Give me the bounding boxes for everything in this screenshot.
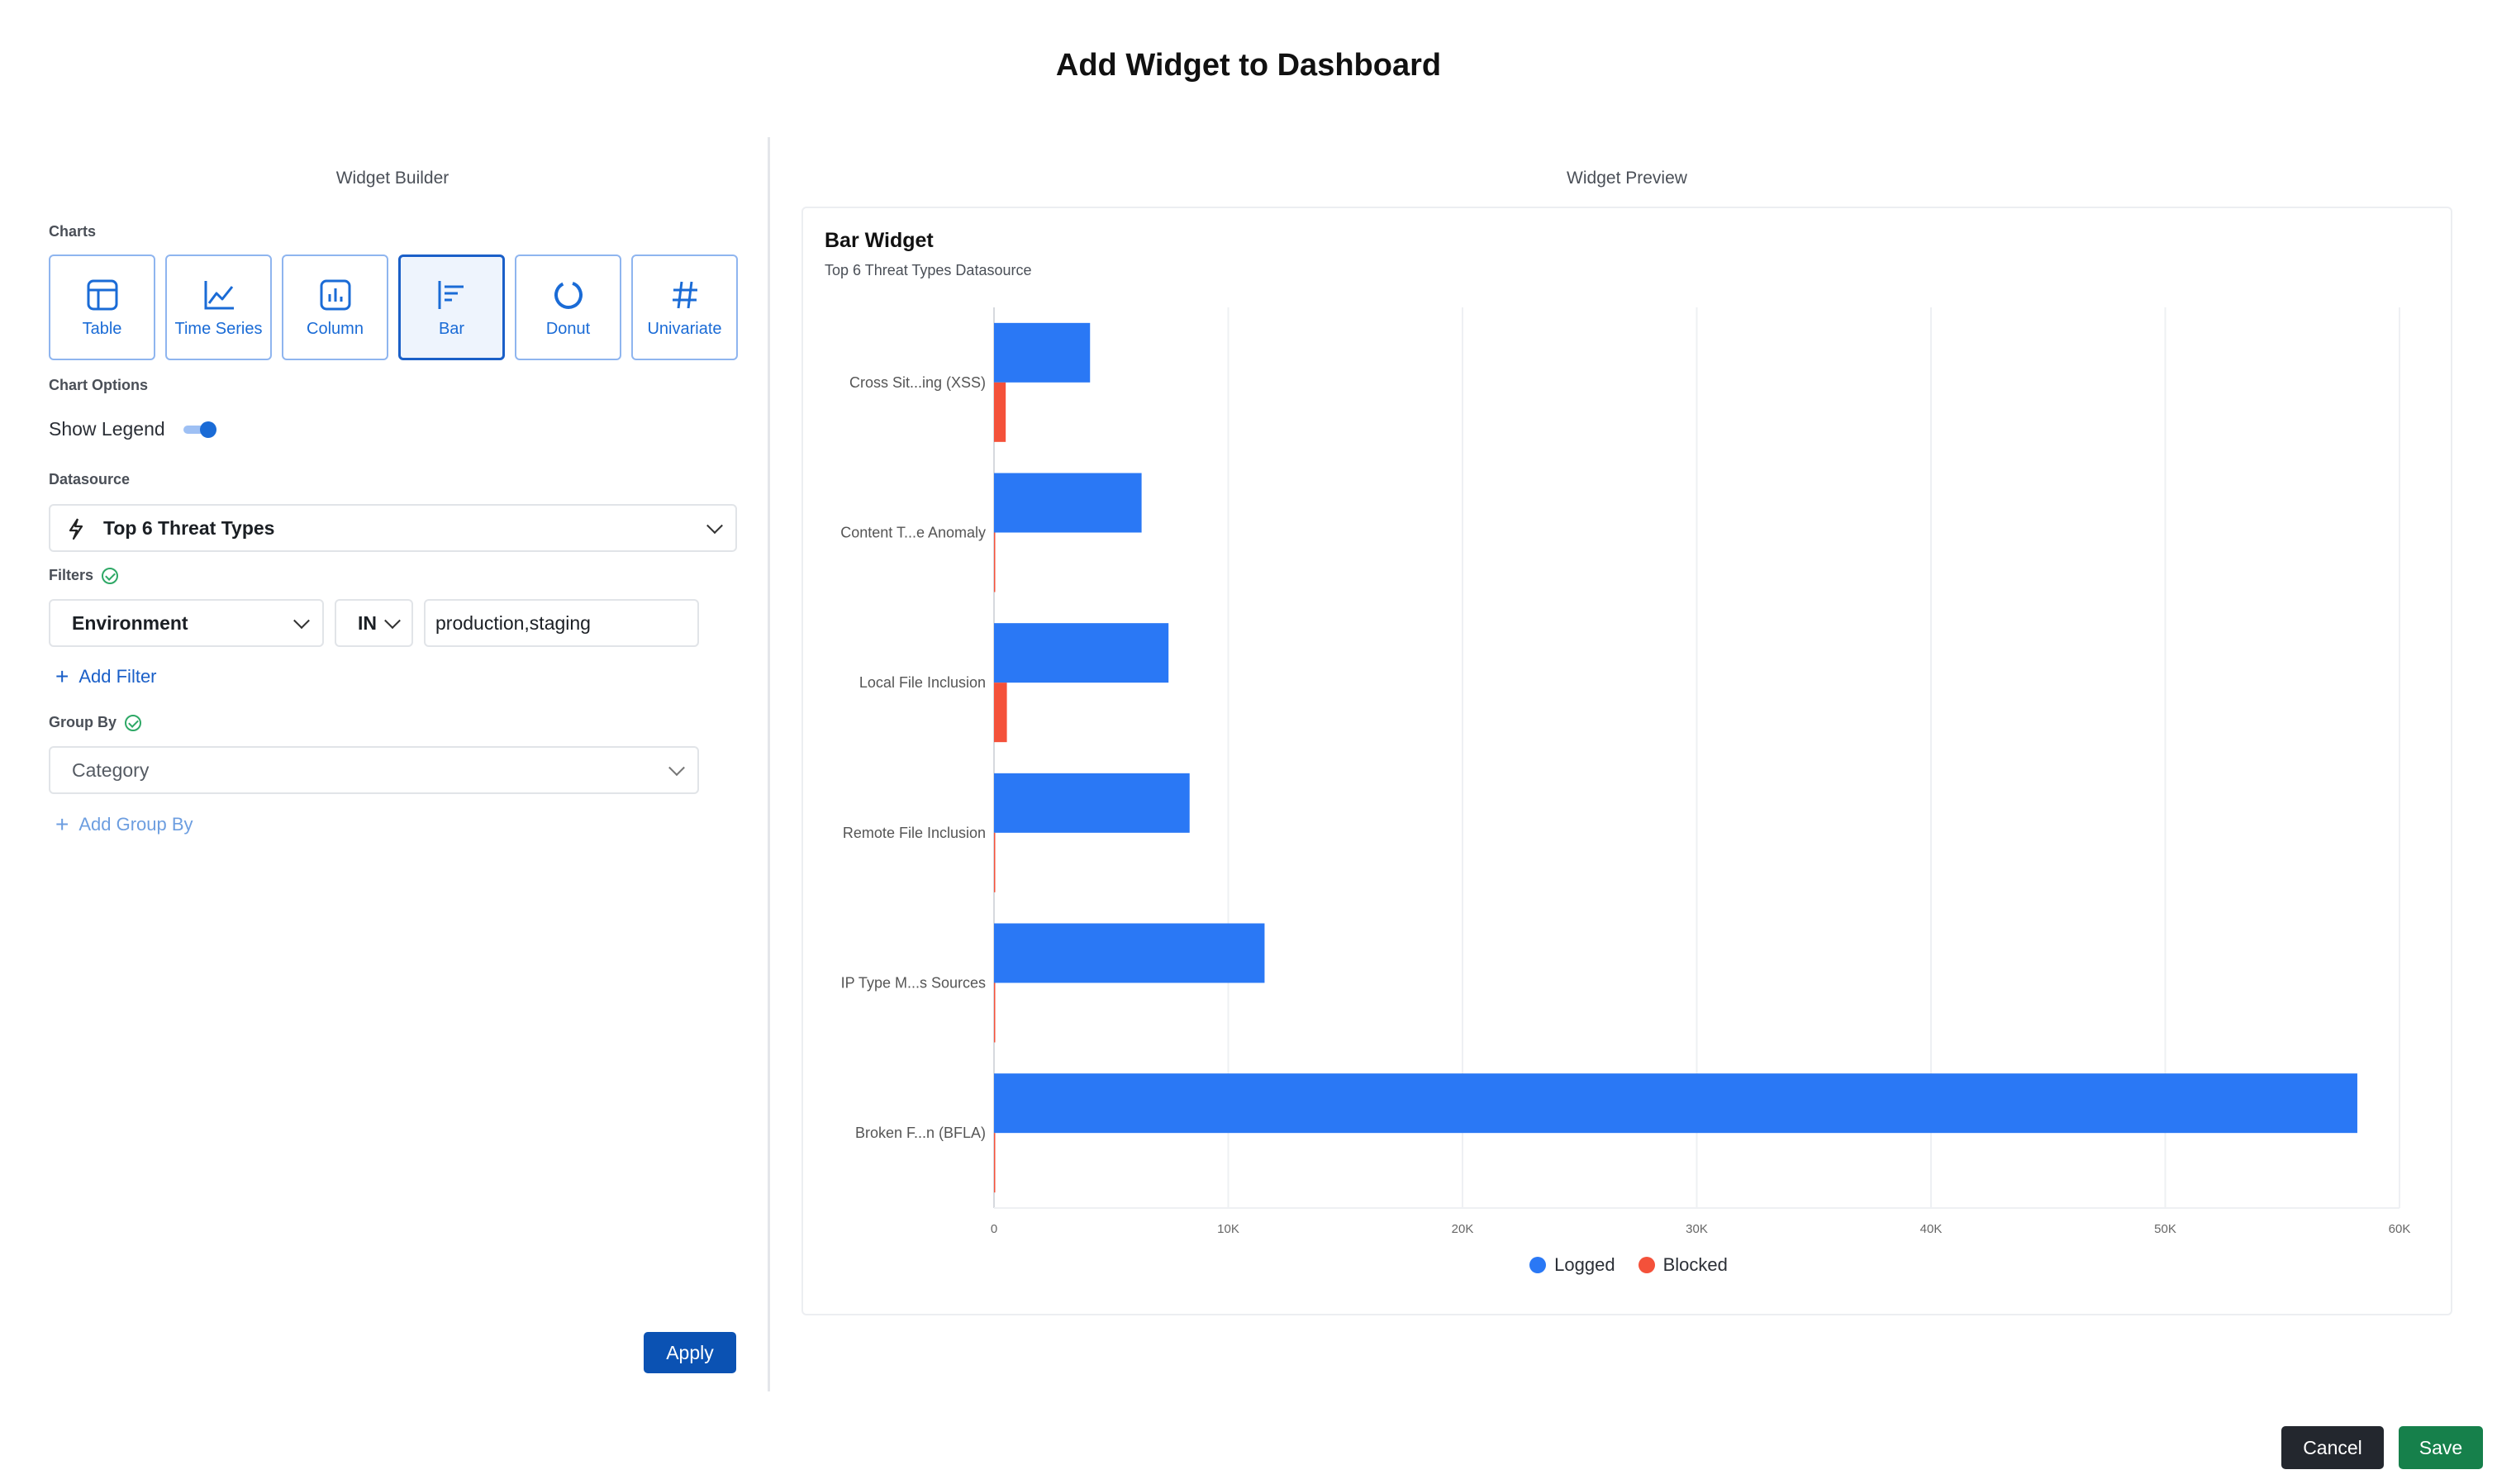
plus-icon: + <box>55 811 69 837</box>
category-label: Remote File Inclusion <box>843 825 986 841</box>
preview-card: Bar Widget Top 6 Threat Types Datasource… <box>801 207 2452 1315</box>
add-filter-label: Add Filter <box>78 666 157 687</box>
group-by-placeholder: Category <box>72 759 150 781</box>
bar-logged <box>994 923 1265 983</box>
x-tick-label: 0 <box>991 1222 997 1236</box>
chevron-down-icon <box>293 612 310 630</box>
chart-type-table[interactable]: Table <box>49 254 155 360</box>
chart-type-label: Time Series <box>174 319 263 338</box>
hash-icon <box>667 277 703 313</box>
donut-icon <box>550 277 587 313</box>
category-label: Broken F...n (BFLA) <box>855 1125 986 1141</box>
x-tick-label: 50K <box>2154 1222 2176 1236</box>
chart-type-bar[interactable]: Bar <box>398 254 505 360</box>
legend-label-logged: Logged <box>1554 1254 1615 1275</box>
bar-chart-icon <box>434 277 470 313</box>
bar-blocked <box>994 982 996 1043</box>
filter-value-input[interactable] <box>424 599 699 647</box>
chart-type-picker: Table Time Series Column Bar Donut Univa… <box>49 254 738 360</box>
time-series-icon <box>201 277 237 313</box>
datasource-label: Datasource <box>49 471 131 488</box>
add-group-by-button[interactable]: + Add Group By <box>55 813 193 836</box>
x-tick-label: 20K <box>1452 1222 1474 1236</box>
x-tick-label: 60K <box>2389 1222 2411 1236</box>
filters-label: Filters <box>49 567 119 584</box>
group-by-label-text: Group By <box>49 714 117 730</box>
chart-type-column[interactable]: Column <box>282 254 388 360</box>
datasource-value: Top 6 Threat Types <box>103 516 275 539</box>
chart-type-univariate[interactable]: Univariate <box>631 254 738 360</box>
chart-options-label: Chart Options <box>49 377 148 393</box>
widget-builder-title: Widget Builder <box>335 169 449 188</box>
chart-type-time-series[interactable]: Time Series <box>165 254 272 360</box>
save-button[interactable]: Save <box>2399 1426 2483 1469</box>
bar-blocked <box>994 1133 996 1193</box>
category-label: Cross Sit...ing (XSS) <box>849 374 986 391</box>
chevron-down-icon <box>668 759 685 777</box>
bar-blocked <box>994 683 1007 743</box>
legend-dot-blocked <box>1638 1257 1655 1273</box>
x-tick-label: 10K <box>1217 1222 1239 1236</box>
legend-item-logged[interactable]: Logged <box>1529 1254 1615 1276</box>
dialog-title: Add Widget to Dashboard <box>1055 48 1442 83</box>
widget-preview-title: Widget Preview <box>1567 169 1687 188</box>
chart-type-label: Column <box>307 319 364 338</box>
apply-button[interactable]: Apply <box>644 1332 736 1373</box>
show-legend-row: Show Legend <box>49 418 216 440</box>
add-group-by-label: Add Group By <box>78 814 193 835</box>
filter-operator-select[interactable]: IN <box>335 599 413 647</box>
category-label: Content T...e Anomaly <box>840 525 986 541</box>
show-legend-toggle[interactable] <box>183 421 216 439</box>
panel-divider <box>768 137 770 1391</box>
bar-blocked <box>994 832 996 892</box>
group-by-label: Group By <box>49 714 142 731</box>
check-circle-icon <box>102 567 119 584</box>
bar-logged <box>994 473 1142 533</box>
category-label: IP Type M...s Sources <box>841 975 986 992</box>
bar-logged <box>994 773 1190 833</box>
filter-field-value: Environment <box>72 611 188 634</box>
show-legend-label: Show Legend <box>49 418 165 440</box>
check-circle-icon <box>125 714 142 731</box>
cancel-button[interactable]: Cancel <box>2281 1426 2384 1469</box>
datasource-select[interactable]: Top 6 Threat Types <box>49 504 737 552</box>
chevron-down-icon <box>706 517 723 535</box>
widget-subtitle: Top 6 Threat Types Datasource <box>825 262 1032 278</box>
bar-chart: 0 10K 20K 30K 40K 50K 60K Cross Sit...ing (XSS)… <box>840 307 2411 1236</box>
chart-type-label: Univariate <box>647 319 722 338</box>
chart-legend: Logged Blocked <box>803 1254 2454 1276</box>
legend-dot-logged <box>1529 1257 1547 1273</box>
add-filter-button[interactable]: + Add Filter <box>55 665 157 688</box>
legend-label-blocked: Blocked <box>1662 1254 1728 1275</box>
plus-icon: + <box>55 664 69 689</box>
chart-type-label: Donut <box>545 319 591 338</box>
chart-type-label: Table <box>82 319 122 338</box>
widget-title: Bar Widget <box>825 229 934 252</box>
category-label: Local File Inclusion <box>859 674 986 691</box>
bar-logged <box>994 322 1091 383</box>
bar-blocked <box>994 532 996 592</box>
chart-type-donut[interactable]: Donut <box>515 254 621 360</box>
charts-label: Charts <box>49 223 97 240</box>
legend-item-blocked[interactable]: Blocked <box>1638 1254 1728 1276</box>
filters-label-text: Filters <box>49 567 94 583</box>
group-by-select[interactable]: Category <box>49 746 699 794</box>
table-icon <box>84 277 121 313</box>
column-chart-icon <box>317 277 354 313</box>
bar-blocked <box>994 382 1006 442</box>
bar-logged <box>994 623 1169 683</box>
filter-operator-value: IN <box>358 611 377 634</box>
chart-type-label: Bar <box>438 319 465 338</box>
x-tick-label: 30K <box>1686 1222 1708 1236</box>
bar-logged <box>994 1073 2357 1134</box>
x-tick-label: 40K <box>1920 1222 1943 1236</box>
chevron-down-icon <box>384 612 401 630</box>
filter-field-select[interactable]: Environment <box>49 599 324 647</box>
bolt-icon <box>65 517 87 540</box>
